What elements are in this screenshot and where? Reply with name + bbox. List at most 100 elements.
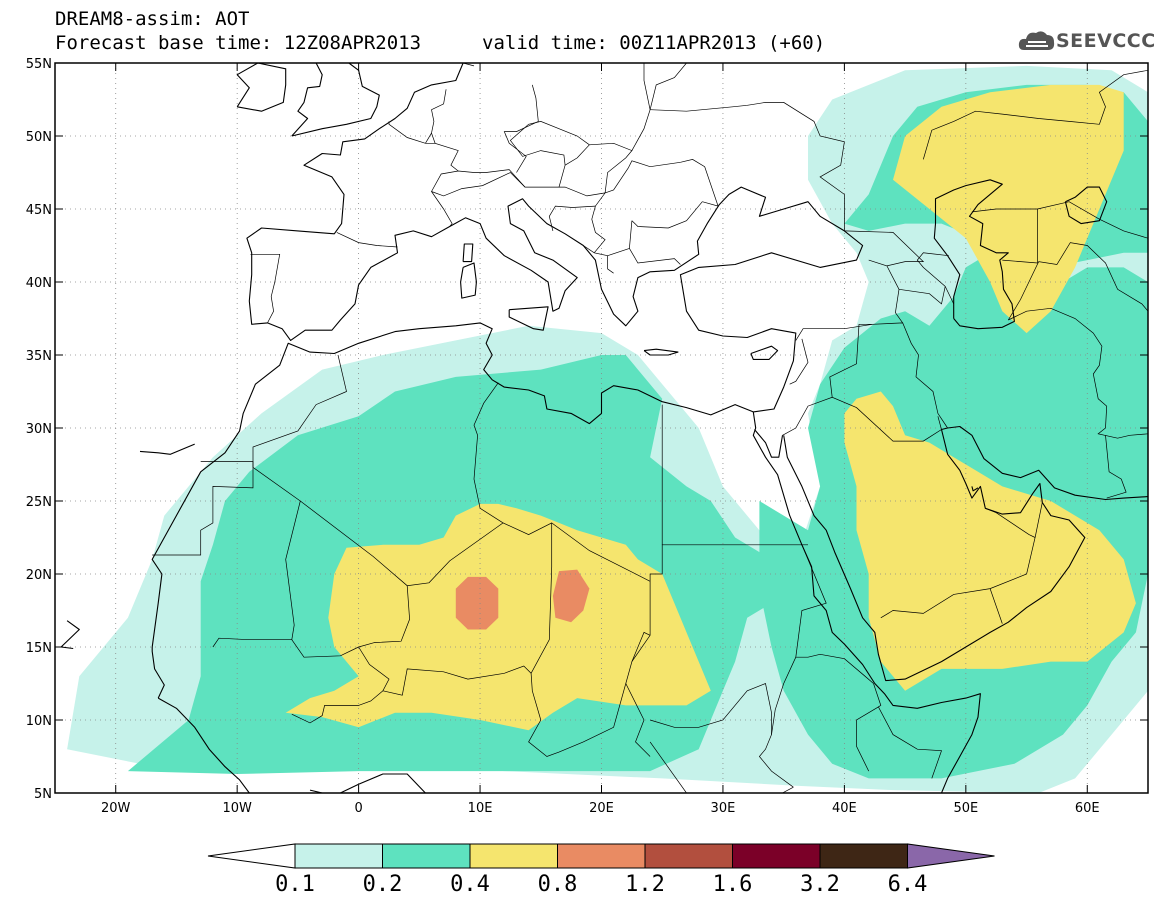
border-line [1034, 502, 1043, 538]
coastline [460, 262, 477, 299]
coastline [508, 306, 549, 331]
colorbar-segment [294, 843, 383, 869]
colorbar-label: 0.8 [538, 872, 578, 897]
border-line [528, 673, 627, 757]
coastline [236, 63, 287, 112]
map-title: DREAM8-assim: AOT [55, 8, 250, 30]
lat-tick-label: 35N [26, 349, 52, 364]
border-line [680, 159, 719, 207]
border-line [291, 646, 390, 724]
colorbar-segment [557, 843, 646, 869]
coastline [752, 411, 981, 793]
border-line [880, 507, 1036, 619]
border-line [795, 544, 874, 684]
lon-tick-label: 40E [832, 801, 857, 816]
coastline [750, 345, 779, 360]
cloud-logo-icon [1018, 31, 1055, 50]
lon-tick-label: 20E [589, 801, 614, 816]
border-line [604, 160, 681, 194]
border-line [922, 69, 1148, 160]
coastline [60, 620, 80, 650]
axis-ticks: 55N 50N 45N 40N 35N 30N 25N 20N 15N 10N 5N 20W 10W 0 1… [26, 57, 1148, 816]
valid-time: valid time: 00Z11APR2013 (+60) [482, 32, 826, 54]
aot-region-c08-8 [552, 569, 590, 623]
border-line [509, 121, 590, 166]
lon-tick-label: 50E [953, 801, 978, 816]
border-line [1008, 307, 1148, 439]
logo-text: SEEVCCC [1056, 30, 1156, 52]
border-line [1002, 209, 1038, 264]
border-line [425, 132, 432, 144]
border-line [631, 201, 703, 229]
lon-tick-label: 0 [354, 801, 362, 816]
border-line [856, 706, 879, 772]
border-line [548, 205, 596, 231]
aot-region-c08-7 [455, 576, 499, 630]
border-line [829, 322, 948, 429]
lat-tick-label: 40N [26, 276, 52, 291]
lat-tick-label: 30N [26, 422, 52, 437]
border-line [944, 286, 955, 305]
lat-tick-label: 55N [26, 57, 52, 72]
lat-tick-label: 5N [34, 787, 52, 802]
border-line [503, 84, 539, 173]
border-line [382, 522, 553, 696]
lat-tick-label: 10N [26, 714, 52, 729]
colorbar: 0.1 0.2 0.4 0.8 1.2 1.6 3.2 6.4 [207, 843, 995, 897]
coastline [151, 63, 864, 648]
coastline [783, 425, 1148, 682]
coastline [643, 348, 679, 356]
border-line [252, 354, 347, 468]
coastline [309, 773, 468, 793]
border-line [771, 657, 797, 735]
coastline [1064, 186, 1108, 225]
colorbar-label: 3.2 [800, 872, 840, 897]
border-line [989, 588, 1003, 624]
colorbar-label: 1.6 [713, 872, 753, 897]
border-line [971, 208, 1038, 213]
colorbar-segment [469, 843, 558, 869]
lon-tick-label: 60E [1075, 801, 1100, 816]
colorbar-under-triangle [207, 843, 296, 869]
coastline [462, 243, 474, 263]
border-line [1007, 242, 1148, 321]
border-line [564, 142, 633, 193]
border-line [782, 396, 942, 442]
lon-tick-label: 30E [711, 801, 736, 816]
border-line [629, 220, 681, 265]
lat-tick-label: 15N [26, 641, 52, 656]
border-line [650, 102, 845, 231]
lat-tick-label: 45N [26, 203, 52, 218]
lat-tick-label: 20N [26, 568, 52, 583]
border-line [473, 382, 504, 524]
lon-tick-label: 20W [101, 801, 131, 816]
colorbar-segment [644, 843, 733, 869]
colorbar-label: 0.2 [363, 872, 403, 897]
colorbar-label: 1.2 [625, 872, 665, 897]
coastline [157, 697, 250, 793]
border-line [649, 683, 794, 788]
lon-tick-label: 10E [468, 801, 493, 816]
colorbar-segment [382, 843, 471, 869]
border-line [388, 121, 436, 144]
coastline [291, 63, 380, 137]
country-borders [152, 63, 1148, 793]
border-line [898, 252, 949, 305]
border-line [1105, 435, 1127, 499]
border-line [649, 741, 794, 793]
border-line [430, 170, 526, 197]
aot-region-c04-5 [844, 391, 1136, 691]
border-line [795, 323, 873, 341]
border-line [607, 248, 630, 274]
coastline [151, 647, 165, 699]
colorbar-segment [819, 843, 908, 869]
colorbar-label: 6.4 [888, 872, 928, 897]
border-line [631, 631, 651, 662]
border-line [250, 253, 281, 324]
border-line [649, 544, 808, 582]
border-line [649, 63, 687, 110]
coastline [754, 429, 784, 458]
lat-tick-label: 25N [26, 495, 52, 510]
colorbar-label: 0.1 [275, 872, 315, 897]
